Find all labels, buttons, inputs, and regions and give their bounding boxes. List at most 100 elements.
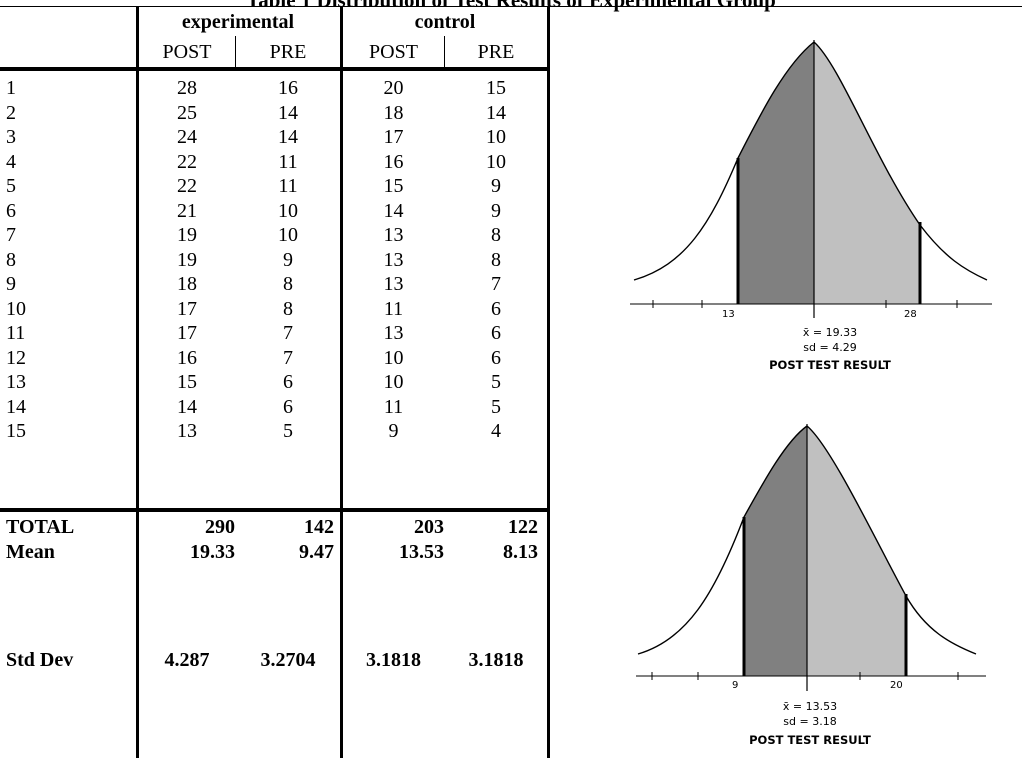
- std-dev-row-value: 3.1818: [366, 649, 421, 671]
- score-cell: 10: [278, 224, 298, 246]
- score-cell: 11: [278, 150, 298, 173]
- score-cell: 18: [177, 273, 197, 295]
- subheader-exp-pre: PRE: [269, 41, 307, 63]
- row-number: 11: [6, 322, 26, 344]
- axis-ticks: [651, 672, 959, 680]
- low-value-label: 13: [722, 309, 735, 320]
- row-number: 8: [6, 248, 16, 271]
- subheader-ctrl-pre: PRE: [477, 41, 515, 63]
- std-dev-row-value: 3.2704: [260, 649, 316, 671]
- score-cell: 8: [491, 224, 501, 246]
- score-cell: 17: [177, 322, 197, 344]
- mean-row-value: 13.53: [399, 541, 444, 563]
- row-number: 3: [6, 126, 16, 148]
- score-cell: 10: [383, 346, 404, 369]
- post-test-distribution-graph-experimental: 13 28: [630, 40, 992, 320]
- score-cell: 13: [383, 224, 404, 246]
- score-cell: 8: [283, 273, 293, 295]
- row-number: 15: [6, 420, 26, 442]
- score-cell: 13: [383, 322, 404, 344]
- score-cell: 13: [177, 420, 197, 442]
- subheader-exp-post: POST: [162, 41, 212, 63]
- mean-row-value: 19.33: [190, 541, 235, 563]
- score-cell: 25: [177, 101, 197, 124]
- score-cell: 14: [383, 199, 404, 222]
- row-number: 13: [6, 371, 26, 393]
- score-cell: 6: [491, 322, 501, 344]
- col-divider-exp: [235, 36, 236, 68]
- group-header-control: control: [414, 11, 476, 33]
- row-number: 6: [6, 199, 16, 222]
- std-dev-row-label: Std Dev: [6, 649, 74, 671]
- total-row-value: 290: [205, 516, 235, 538]
- score-cell: 10: [486, 126, 506, 148]
- mean-label: x̄ = 19.33: [802, 326, 858, 339]
- mean-label: x̄ = 13.53: [782, 700, 838, 713]
- score-cell: 9: [491, 175, 501, 197]
- table-top-border: [0, 6, 1022, 7]
- row-number: 9: [6, 273, 16, 295]
- row-number: 5: [6, 175, 16, 197]
- score-cell: 10: [486, 150, 506, 173]
- low-value-label: 9: [732, 680, 738, 691]
- score-cell: 16: [177, 346, 197, 369]
- score-cell: 22: [177, 175, 197, 197]
- header-rule: [0, 67, 549, 71]
- score-cell: 11: [383, 297, 404, 320]
- score-cell: 21: [177, 199, 197, 222]
- score-cell: 8: [491, 248, 501, 271]
- row-number: 1: [6, 77, 16, 99]
- std-dev-row-value: 3.1818: [468, 649, 524, 671]
- high-value-label: 20: [890, 680, 903, 691]
- curve-shade-dark: [738, 42, 814, 304]
- graph-caption: POST TEST RESULT: [769, 358, 891, 372]
- score-cell: 5: [491, 371, 501, 393]
- sd-label: sd = 4.29: [803, 341, 857, 354]
- total-row-label: TOTAL: [6, 516, 75, 538]
- col-divider-graphs: [547, 6, 550, 758]
- score-cell: 20: [383, 77, 404, 99]
- score-cell: 19: [177, 224, 197, 246]
- subheader-ctrl-post: POST: [369, 41, 418, 63]
- col-divider-groups: [340, 6, 343, 758]
- row-number: 2: [6, 101, 16, 124]
- score-cell: 10: [278, 199, 298, 222]
- score-cell: 14: [278, 101, 298, 124]
- score-cell: 16: [383, 150, 404, 173]
- graph-caption: POST TEST RESULT: [749, 733, 871, 747]
- row-number: 4: [6, 150, 16, 173]
- score-cell: 22: [177, 150, 197, 173]
- score-cell: 16: [278, 77, 298, 99]
- sd-label: sd = 3.18: [783, 715, 837, 728]
- score-cell: 15: [486, 77, 506, 99]
- axis-ticks: [652, 300, 958, 308]
- score-cell: 7: [283, 322, 293, 344]
- mean-row-value: 9.47: [299, 541, 334, 563]
- row-number: 7: [6, 224, 16, 246]
- std-dev-row-value: 4.287: [164, 649, 210, 671]
- total-row-value: 142: [304, 516, 334, 538]
- score-cell: 7: [283, 346, 293, 369]
- score-cell: 5: [491, 395, 501, 418]
- score-cell: 8: [283, 297, 293, 320]
- score-cell: 9: [388, 420, 399, 442]
- score-cell: 10: [383, 371, 404, 393]
- score-cell: 17: [383, 126, 404, 148]
- score-cell: 11: [383, 395, 404, 418]
- score-cell: 17: [177, 297, 197, 320]
- score-cell: 15: [177, 371, 197, 393]
- score-cell: 24: [177, 126, 197, 148]
- score-cell: 7: [491, 273, 501, 295]
- row-number: 14: [6, 395, 26, 418]
- score-cell: 6: [283, 395, 293, 418]
- mean-row-value: 8.13: [503, 541, 538, 563]
- score-cell: 5: [283, 420, 293, 442]
- score-cell: 19: [177, 248, 197, 271]
- row-number: 10: [6, 297, 26, 320]
- curve-shade-dark: [744, 426, 807, 676]
- total-row-value: 122: [508, 516, 538, 538]
- score-cell: 6: [283, 371, 293, 393]
- col-divider-label: [136, 6, 139, 758]
- score-cell: 28: [177, 77, 197, 99]
- group-header-experimental: experimental: [181, 11, 295, 33]
